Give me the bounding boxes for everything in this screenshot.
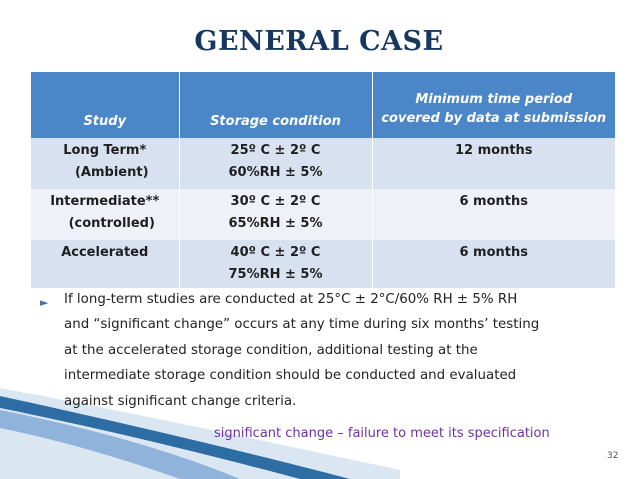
condition-cell: 30º C ± 2º C 65%RH ± 5% — [178, 189, 372, 240]
triangle-right-icon: ► — [40, 296, 49, 309]
header-minimum-time-period: Minimum time period covered by data at s… — [371, 72, 615, 138]
study-qualifier: (Ambient) — [74, 165, 149, 180]
study-cell: Intermediate** (controlled) — [31, 189, 179, 240]
header-line: covered by data at submission — [381, 111, 607, 126]
humidity: 65%RH ± 5% — [228, 216, 323, 231]
definition-note: significant change – failure to meet its… — [214, 426, 550, 441]
header-line: Minimum time period — [415, 92, 573, 107]
study-cell: Long Term* (Ambient) — [31, 138, 179, 189]
study-qualifier: (controlled) — [68, 216, 155, 231]
period-cell: 12 months — [371, 138, 615, 189]
temperature: 40º C ± 2º C — [230, 245, 321, 260]
period-cell: 6 months — [371, 240, 615, 288]
humidity: 60%RH ± 5% — [228, 165, 323, 180]
temperature: 25º C ± 2º C — [230, 143, 321, 158]
table-row: Accelerated 40º C ± 2º C 75%RH ± 5% 6 mo… — [31, 240, 615, 288]
condition-cell: 40º C ± 2º C 75%RH ± 5% — [178, 240, 372, 288]
condition-cell: 25º C ± 2º C 60%RH ± 5% — [178, 138, 372, 189]
bullet-line: and “significant change” occurs at any t… — [64, 317, 540, 333]
study-name: Accelerated — [61, 245, 149, 260]
humidity: 75%RH ± 5% — [228, 267, 323, 282]
bullet-line: against significant change criteria. — [64, 393, 297, 409]
study-name: Long Term* — [63, 143, 147, 158]
temperature: 30º C ± 2º C — [230, 194, 321, 209]
study-cell: Accelerated — [31, 240, 179, 288]
bullet-text: If long-term studies are conducted at 25… — [64, 287, 600, 414]
bullet-line: If long-term studies are conducted at 25… — [64, 292, 518, 307]
study-name: Intermediate** — [50, 194, 160, 209]
table-header-row: Study Storage condition Minimum time per… — [31, 72, 615, 138]
bullet-line: at the accelerated storage condition, ad… — [64, 342, 478, 358]
table-row: Long Term* (Ambient) 25º C ± 2º C 60%RH … — [31, 138, 615, 189]
stability-table: Study Storage condition Minimum time per… — [31, 72, 615, 288]
bullet-paragraph: ► If long-term studies are conducted at … — [40, 287, 600, 414]
page-number: 32 — [607, 451, 619, 461]
header-storage-condition: Storage condition — [178, 72, 372, 138]
bullet-line: intermediate storage condition should be… — [64, 368, 517, 384]
header-study: Study — [31, 72, 179, 138]
period-cell: 6 months — [371, 189, 615, 240]
table-row: Intermediate** (controlled) 30º C ± 2º C… — [31, 189, 615, 240]
slide-title: GENERAL CASE — [194, 26, 444, 57]
